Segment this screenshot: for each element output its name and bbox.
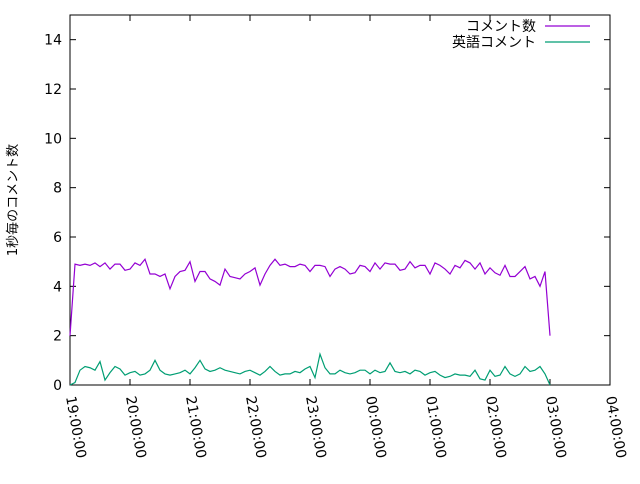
y-tick-label: 0 bbox=[53, 378, 62, 394]
x-axis: 19:00:00 20:00:00 21:00:00 22:00:00 23:00:00… bbox=[62, 15, 629, 460]
y-tick-label: 14 bbox=[44, 33, 62, 49]
x-tick-label: 04:00:00 bbox=[602, 395, 629, 460]
y-axis: 0 2 4 6 8 10 12 14 bbox=[44, 33, 610, 394]
x-tick-label: 02:00:00 bbox=[482, 395, 509, 460]
y-tick-label: 8 bbox=[53, 181, 62, 197]
x-tick-label: 01:00:00 bbox=[422, 395, 449, 460]
plot-border bbox=[69, 14, 611, 386]
x-tick-label: 03:00:00 bbox=[542, 395, 569, 460]
legend-label: 英語コメント bbox=[452, 34, 536, 51]
x-tick-label: 00:00:00 bbox=[362, 395, 389, 460]
series-line-1 bbox=[69, 352, 551, 386]
y-tick-label: 12 bbox=[44, 82, 62, 98]
x-tick-label: 20:00:00 bbox=[122, 395, 149, 460]
series-lines bbox=[69, 257, 551, 386]
x-tick-label: 23:00:00 bbox=[302, 395, 329, 460]
y-axis-label: 1秒毎のコメント数 bbox=[5, 144, 21, 256]
x-tick-label: 21:00:00 bbox=[182, 395, 209, 460]
y-tick-label: 4 bbox=[53, 279, 62, 295]
legend-label: コメント数 bbox=[466, 19, 536, 35]
y-tick-label: 2 bbox=[53, 329, 62, 345]
series-line-0 bbox=[69, 257, 551, 336]
y-tick-label: 10 bbox=[44, 131, 62, 147]
y-tick-label: 6 bbox=[53, 230, 62, 246]
x-tick-label: 19:00:00 bbox=[62, 395, 89, 460]
x-tick-label: 22:00:00 bbox=[242, 395, 269, 460]
